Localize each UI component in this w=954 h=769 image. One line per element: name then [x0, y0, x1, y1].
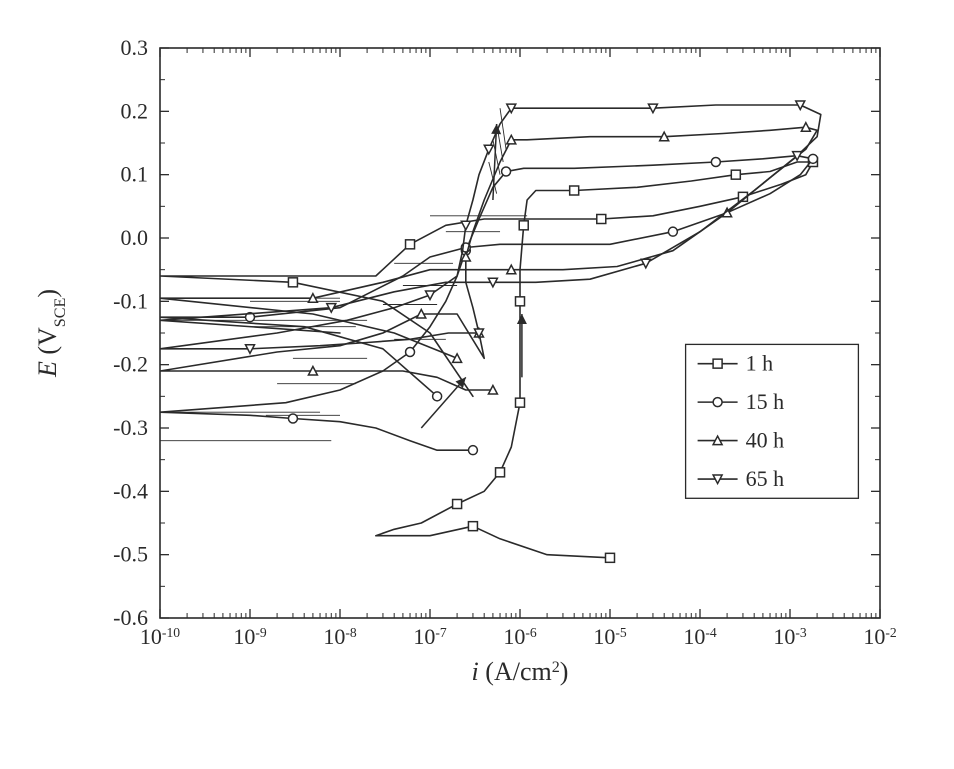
svg-text:E (VSCE): E (VSCE) — [33, 289, 69, 378]
svg-text:-0.2: -0.2 — [113, 352, 148, 377]
svg-text:40 h: 40 h — [746, 428, 785, 453]
svg-text:10-8: 10-8 — [323, 624, 357, 649]
svg-text:15 h: 15 h — [746, 389, 785, 414]
svg-text:10-9: 10-9 — [233, 624, 267, 649]
svg-text:1 h: 1 h — [746, 351, 774, 376]
svg-text:10-5: 10-5 — [593, 624, 627, 649]
svg-text:10-3: 10-3 — [773, 624, 807, 649]
chart-container: 10-1010-910-810-710-610-510-410-310-2-0.… — [0, 0, 954, 769]
svg-text:-0.3: -0.3 — [113, 415, 148, 440]
svg-text:0.2: 0.2 — [121, 98, 149, 123]
svg-text:i (A/cm2): i (A/cm2) — [472, 657, 569, 686]
svg-text:10-7: 10-7 — [413, 624, 447, 649]
svg-text:-0.1: -0.1 — [113, 288, 148, 313]
svg-text:0.1: 0.1 — [121, 162, 149, 187]
svg-text:-0.6: -0.6 — [113, 605, 148, 630]
svg-text:10-6: 10-6 — [503, 624, 537, 649]
svg-text:0.0: 0.0 — [121, 225, 149, 250]
svg-text:10-4: 10-4 — [683, 624, 717, 649]
svg-text:65 h: 65 h — [746, 466, 785, 491]
svg-text:0.3: 0.3 — [121, 35, 149, 60]
svg-text:-0.5: -0.5 — [113, 542, 148, 567]
svg-text:10-2: 10-2 — [863, 624, 897, 649]
svg-text:-0.4: -0.4 — [113, 478, 148, 503]
polarization-chart: 10-1010-910-810-710-610-510-410-310-2-0.… — [0, 0, 954, 769]
